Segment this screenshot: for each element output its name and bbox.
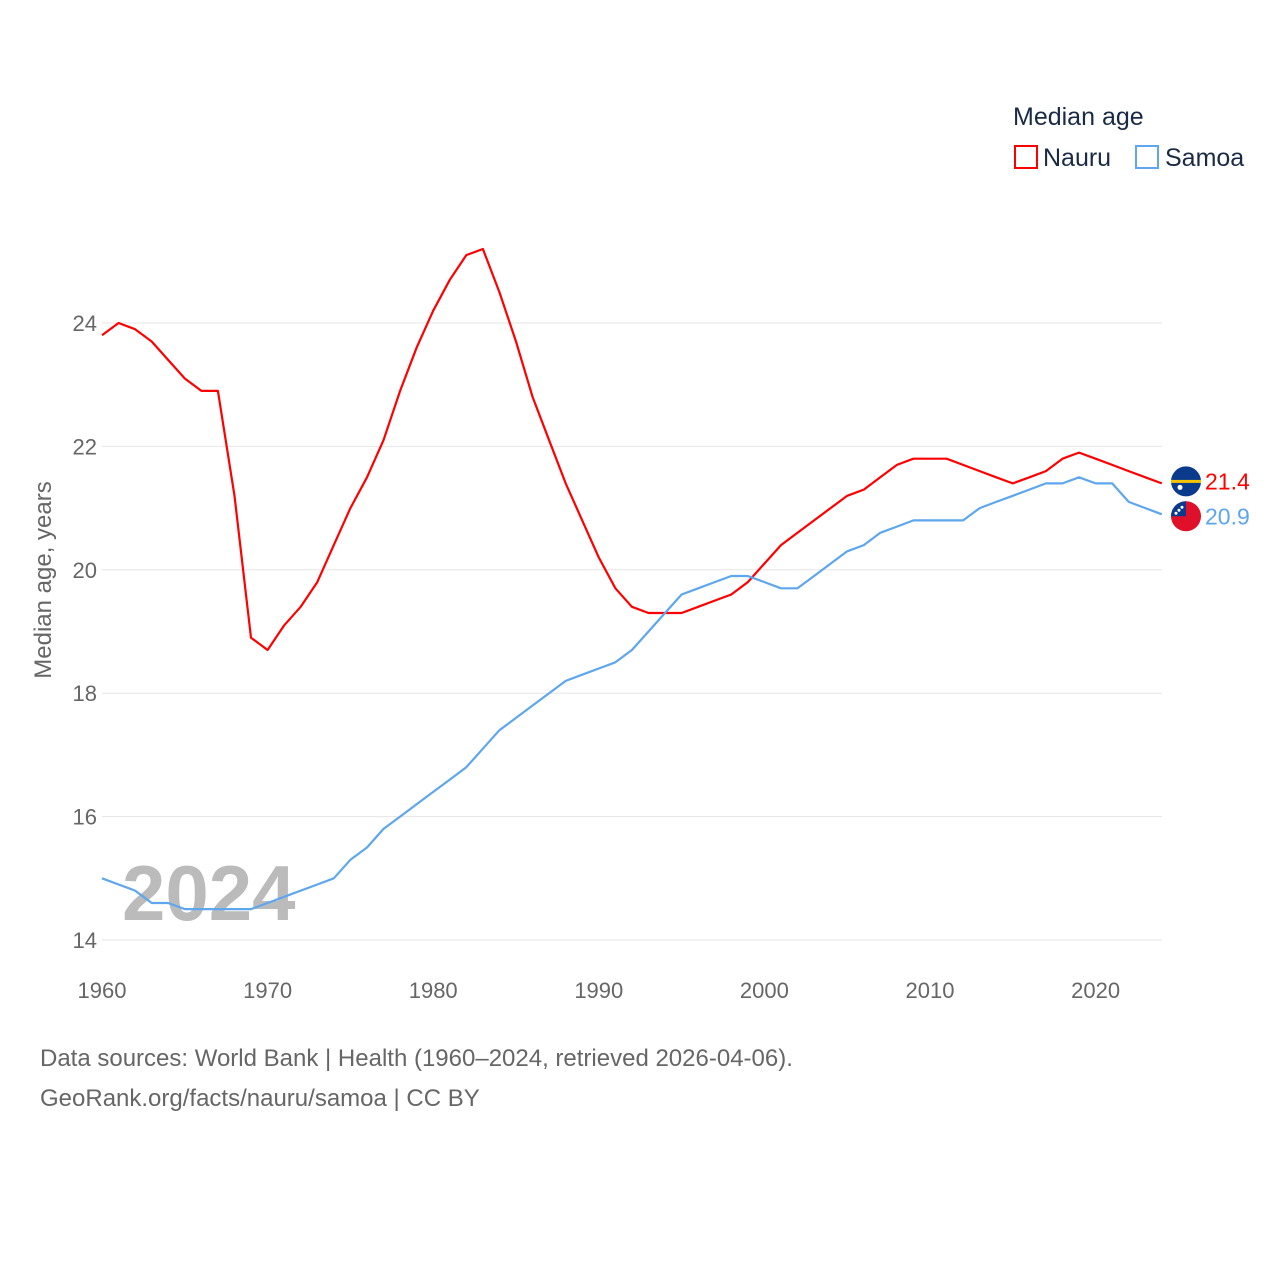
legend-title: Median age (1013, 103, 1144, 131)
x-axis-ticks: 1960 1970 1980 1990 2000 2010 2020 (78, 978, 1121, 1003)
x-tick-label: 2010 (906, 978, 955, 1003)
end-value-label-samoa: 20.9 (1205, 503, 1250, 529)
y-tick-label: 22 (73, 434, 97, 459)
x-tick-label: 1980 (409, 978, 458, 1003)
data-source-note: Data sources: World Bank | Health (1960–… (40, 1045, 793, 1072)
legend-swatch-samoa[interactable] (1135, 145, 1159, 169)
grid-lines (102, 322, 1162, 941)
attribution-link[interactable]: GeoRank.org/facts/nauru/samoa | CC BY (40, 1085, 480, 1112)
series-lines (101, 247, 1163, 911)
y-axis-ticks: 14 16 18 20 22 24 (73, 311, 97, 953)
flag-samoa-icon (1171, 501, 1201, 532)
y-tick-label: 24 (73, 311, 97, 336)
y-axis-label: Median age, years (30, 481, 57, 678)
x-tick-label: 1990 (574, 978, 623, 1003)
series-line-nauru (101, 247, 1163, 652)
x-tick-label: 2000 (740, 978, 789, 1003)
flag-nauru-icon (1171, 466, 1201, 497)
legend-label-nauru[interactable]: Nauru (1043, 144, 1111, 172)
series-line-samoa (101, 476, 1163, 911)
legend: Median age Nauru Samoa (1013, 103, 1244, 172)
y-tick-label: 20 (73, 558, 97, 583)
legend-label-samoa[interactable]: Samoa (1165, 144, 1244, 172)
legend-swatch-nauru[interactable] (1014, 145, 1038, 169)
x-tick-label: 2020 (1071, 978, 1120, 1003)
y-tick-label: 18 (73, 681, 97, 706)
year-watermark: 2024 (122, 849, 296, 937)
end-value-label-nauru: 21.4 (1205, 468, 1250, 494)
x-tick-label: 1960 (78, 978, 127, 1003)
series-end-labels: 21.4 20.9 (1171, 466, 1250, 532)
y-tick-label: 16 (73, 805, 97, 830)
y-tick-label: 14 (73, 928, 97, 953)
x-tick-label: 1970 (243, 978, 292, 1003)
